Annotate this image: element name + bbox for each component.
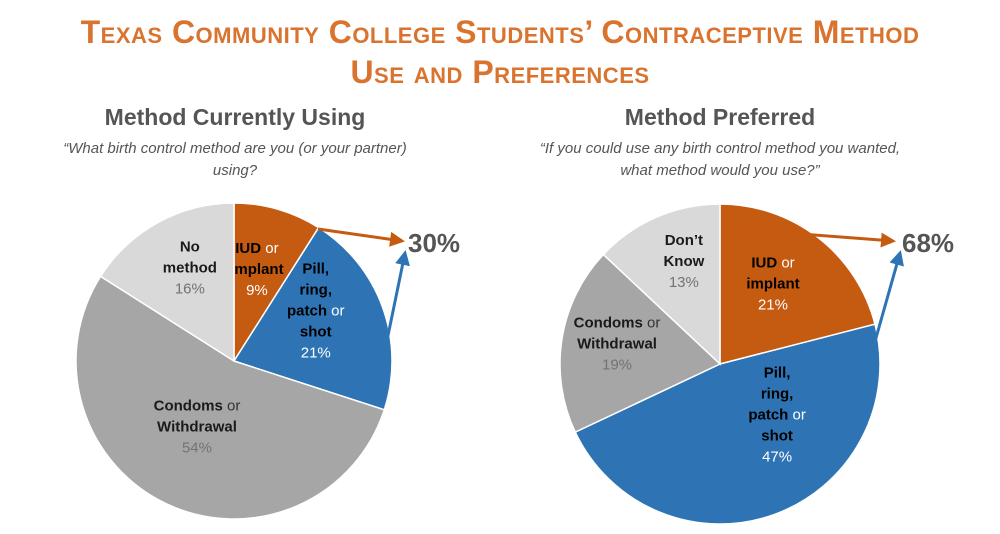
pie-label-0-1: Pill, ring, patch or shot 21%: [287, 261, 345, 362]
chart-subtitle-current: “What birth control method are you (or y…: [20, 138, 450, 182]
pie-preferred: IUD or implant 21% Pill, ring, patch or shot 47…: [559, 203, 881, 525]
pie-label-0-0: IUD or implant 9%: [230, 240, 283, 299]
pie-label-1-0: IUD or implant 21%: [746, 254, 799, 313]
pie-label-1-1: Pill, ring, patch or shot 47%: [748, 364, 806, 465]
chart-subtitle-preferred: “If you could use any birth control meth…: [500, 138, 940, 182]
pie-slice-0-1: [232, 226, 393, 411]
pie-label-1-2: Condoms or Withdrawal 19%: [574, 314, 661, 373]
callout-arrow-current-iud: [317, 227, 405, 247]
pie-label-0-3: No method 16%: [163, 239, 217, 298]
pie-slice-1-2: [559, 253, 722, 434]
chart-title-current: Method Currently Using: [104, 104, 366, 130]
callout-preferred: 68%: [902, 228, 954, 258]
main-title-line2: Use and Preferences: [350, 54, 650, 90]
pie-current: IUD or implant 9%Pill, ring, patch or shot 21%…: [75, 202, 393, 520]
callout-arrow-preferred-iud: [721, 226, 896, 248]
main-title-line1: Texas Community College Students’ Contra…: [80, 14, 920, 50]
chart-subtitle-preferred-line2: what method would you use?”: [620, 162, 820, 179]
chart-subtitle-current-line1: “What birth control method are you (or y…: [63, 140, 407, 157]
pie-slice-1-1: [574, 323, 881, 525]
pie-label-0-2: Condoms or Withdrawal 54%: [154, 398, 241, 457]
pie-slice-0-3: [99, 202, 235, 363]
chart-subtitle-preferred-line1: “If you could use any birth control meth…: [539, 140, 901, 157]
main-title: Texas Community College Students’ Contra…: [0, 12, 1000, 92]
callout-current: 30%: [408, 228, 460, 258]
chart-subtitle-current-line2: using?: [212, 162, 258, 179]
pie-slice-1-3: [602, 203, 721, 366]
callout-arrow-preferred-pill: [872, 250, 904, 346]
callout-arrow-current-pill: [382, 250, 410, 356]
pie-slice-0-0: [233, 202, 320, 364]
pie-label-1-3: Don’t Know 13%: [663, 232, 704, 291]
chart-title-preferred: Method Preferred: [624, 104, 816, 130]
pie-slice-0-2: [75, 275, 386, 520]
pie-slice-1-0: [719, 203, 876, 365]
